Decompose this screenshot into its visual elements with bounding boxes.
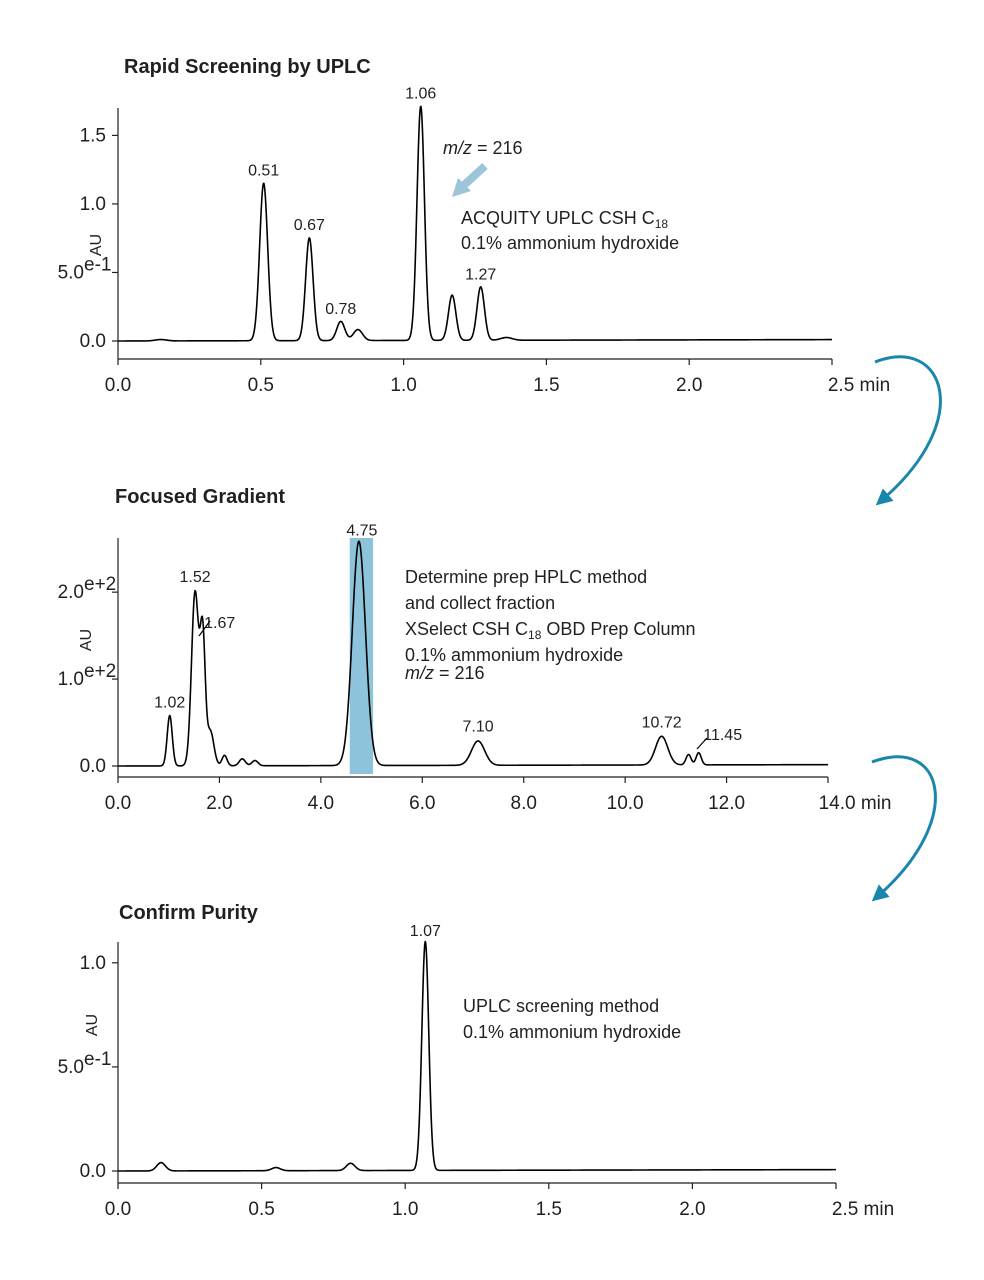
p2-x-tick-label: 0.0 xyxy=(105,793,131,814)
p3-y-tick-label: 0.0 xyxy=(80,1161,106,1182)
panel3-peak-labels: 1.07 xyxy=(410,923,441,940)
p1-peak-label: 1.06 xyxy=(405,86,436,103)
p1-x-tick-label: 2.0 xyxy=(676,375,702,396)
p1-y-tick-label: 1.0 xyxy=(80,194,106,215)
panel1-column-annotation: ACQUITY UPLC CSH C18 xyxy=(461,208,668,231)
p3-x-tick-label: 0.5 xyxy=(248,1199,274,1220)
p3-peak-label: 1.07 xyxy=(410,923,441,940)
panel2-title: Focused Gradient xyxy=(115,486,285,508)
p2-y-tick-label: 2.0 xyxy=(58,582,84,603)
panel1-trace xyxy=(117,105,833,342)
p3-y-tick-label: 1.0 xyxy=(80,953,106,974)
panel1-mz-annotation: m/z = 216 xyxy=(443,138,523,158)
p1-x-tick-label: 0.5 xyxy=(248,375,274,396)
p2-y-tick-label: 1.0 xyxy=(58,669,84,690)
panel-confirm-purity: Confirm Purity AU 0.0 0.5 1.0 1.5 2.0 2.5 min… xyxy=(58,902,895,1220)
panel2-trace xyxy=(117,540,829,767)
p2-peak-label: 1.67 xyxy=(204,615,235,632)
p2-peak-label: 11.45 xyxy=(703,727,742,744)
p2-peak-label: 4.75 xyxy=(346,523,377,540)
p3-x-tick-label: 0.0 xyxy=(105,1199,131,1220)
p1-y-tick-label: 1.5 xyxy=(80,125,106,146)
p2-chromatogram-line xyxy=(117,540,829,767)
p3-y-tick-label: 5.0 xyxy=(58,1057,84,1078)
panel2-fraction-annotation: and collect fraction xyxy=(405,593,555,613)
panel1-axes: 0.0 0.5 1.0 1.5 2.0 2.5 min 0.0 5.0 e-1 1.0 1.5 xyxy=(58,108,890,396)
p2-x-tick-label: 12.0 xyxy=(708,793,745,814)
p2-y-tick-exponent: e+2 xyxy=(84,661,116,682)
flow-arrow-2 xyxy=(871,755,937,902)
p1-x-tick-label: 0.0 xyxy=(105,375,131,396)
panel3-axes: 0.0 0.5 1.0 1.5 2.0 2.5 min 0.0 5.0 e-1 1.0 xyxy=(58,942,894,1220)
panel2-method-annotation: Determine prep HPLC method xyxy=(405,567,647,587)
panel2-leader-11-45 xyxy=(696,737,708,750)
panel3-method-annotation: UPLC screening method xyxy=(463,996,659,1016)
p2-peak-label: 1.02 xyxy=(154,695,185,712)
p1-y-tick-exponent: e-1 xyxy=(84,254,111,275)
p2-peak-label: 10.72 xyxy=(642,714,682,731)
p1-x-tick-label: 2.5 min xyxy=(828,375,890,396)
panel3-mobile-phase-annotation: 0.1% ammonium hydroxide xyxy=(463,1022,681,1042)
panel2-mobile-phase-annotation: 0.1% ammonium hydroxide xyxy=(405,645,623,665)
p3-y-tick-exponent: e-1 xyxy=(84,1049,111,1070)
panel1-y-axis-label: AU xyxy=(88,234,105,256)
p1-peak-label: 1.27 xyxy=(465,267,496,284)
p1-chromatogram-line xyxy=(117,105,833,342)
panel2-column-annotation: XSelect CSH C18 OBD Prep Column xyxy=(405,619,695,642)
panel1-title: Rapid Screening by UPLC xyxy=(124,56,371,78)
p2-x-tick-label: 8.0 xyxy=(511,793,537,814)
panel2-mz-annotation: m/z = 216 xyxy=(405,663,485,683)
p1-peak-label: 0.51 xyxy=(248,162,279,179)
p2-x-tick-label: 4.0 xyxy=(308,793,334,814)
p1-x-tick-label: 1.0 xyxy=(390,375,416,396)
p3-chromatogram-line xyxy=(117,940,837,1172)
panel3-trace xyxy=(117,940,837,1172)
p2-y-tick-exponent: e+2 xyxy=(84,574,116,595)
p3-x-tick-label: 2.5 min xyxy=(832,1199,894,1220)
panel2-peak-labels: 1.02 1.52 1.67 4.75 7.10 10.72 11.45 xyxy=(154,523,742,744)
p2-x-tick-label: 10.0 xyxy=(607,793,644,814)
p2-x-tick-label: 6.0 xyxy=(409,793,435,814)
panel3-y-axis-label: AU xyxy=(84,1014,101,1036)
p1-peak-label: 0.67 xyxy=(294,217,325,234)
p2-peak-label: 1.52 xyxy=(180,569,211,586)
p2-x-tick-label: 14.0 min xyxy=(819,793,892,814)
p1-x-tick-label: 1.5 xyxy=(533,375,559,396)
panel2-collected-fraction xyxy=(349,538,374,774)
panel1-peak-labels: 0.51 0.67 0.78 1.06 1.27 xyxy=(248,86,496,318)
p2-y-tick-label: 0.0 xyxy=(80,756,106,777)
panel1-mobile-phase-annotation: 0.1% ammonium hydroxide xyxy=(461,233,679,253)
panel2-y-axis-label: AU xyxy=(78,629,95,651)
p3-x-tick-label: 1.5 xyxy=(536,1199,562,1220)
panel2-leader-1-67 xyxy=(198,620,211,637)
p1-y-tick-label: 5.0 xyxy=(58,262,84,283)
p3-x-tick-label: 2.0 xyxy=(679,1199,705,1220)
panel-rapid-screening: Rapid Screening by UPLC AU 0.0 0.5 1.0 1.5 2… xyxy=(58,56,891,396)
panel3-title: Confirm Purity xyxy=(119,902,259,924)
flow-arrow-1 xyxy=(874,355,942,506)
p3-x-tick-label: 1.0 xyxy=(392,1199,418,1220)
p1-y-tick-label: 0.0 xyxy=(80,331,106,352)
p2-x-tick-label: 2.0 xyxy=(206,793,232,814)
p2-peak-label: 7.10 xyxy=(463,719,494,736)
p1-peak-label: 0.78 xyxy=(325,301,356,318)
panel-focused-gradient: Focused Gradient AU 0.0 2.0 4.0 6.0 8.0 10.0 1… xyxy=(58,486,892,814)
panel1-mz-arrow xyxy=(452,163,488,197)
